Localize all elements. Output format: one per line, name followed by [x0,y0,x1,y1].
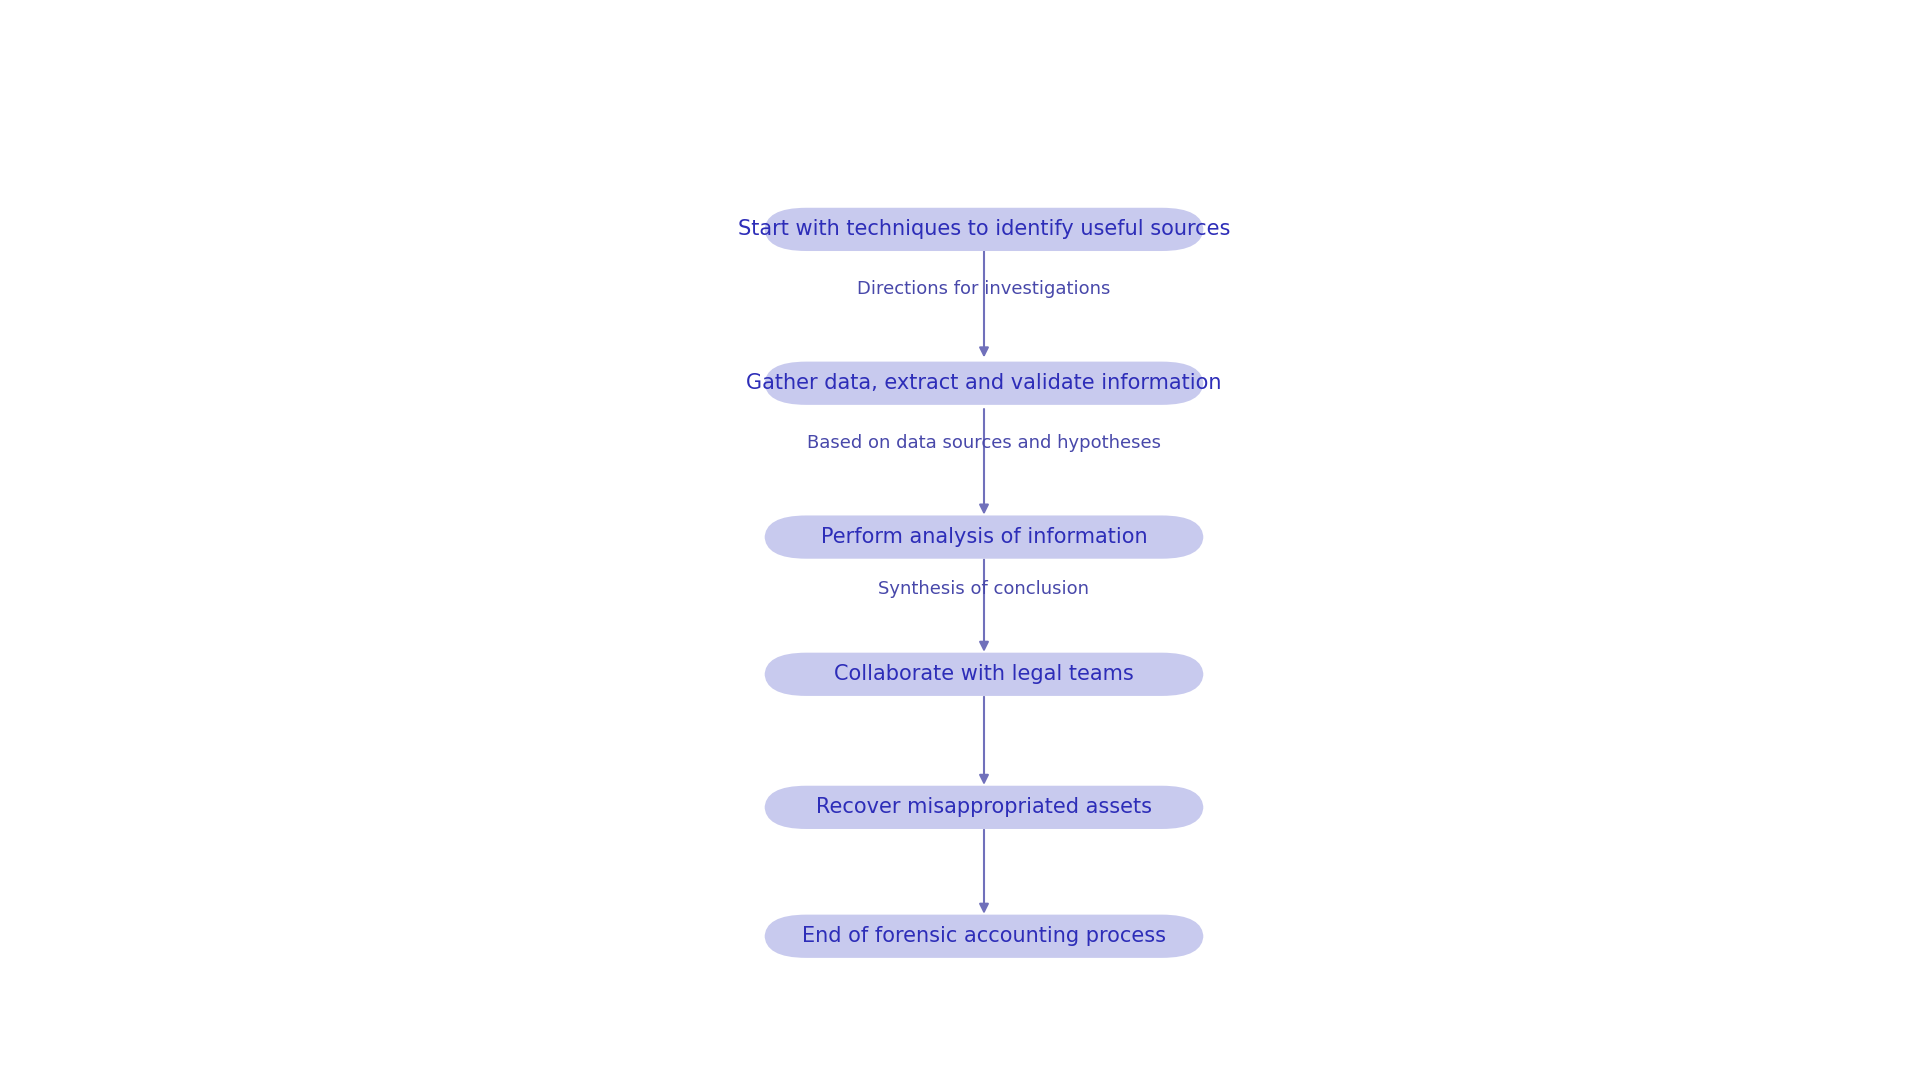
Text: Synthesis of conclusion: Synthesis of conclusion [879,580,1089,598]
Text: Collaborate with legal teams: Collaborate with legal teams [833,664,1135,685]
Text: Recover misappropriated assets: Recover misappropriated assets [816,797,1152,818]
FancyBboxPatch shape [764,515,1204,558]
Text: Perform analysis of information: Perform analysis of information [820,527,1148,548]
Text: Directions for investigations: Directions for investigations [858,281,1110,298]
FancyBboxPatch shape [764,786,1204,829]
FancyBboxPatch shape [764,207,1204,251]
Text: Gather data, extract and validate information: Gather data, extract and validate inform… [747,374,1221,393]
Text: End of forensic accounting process: End of forensic accounting process [803,927,1165,946]
Text: Start with techniques to identify useful sources: Start with techniques to identify useful… [737,219,1231,240]
FancyBboxPatch shape [764,362,1204,405]
Text: Based on data sources and hypotheses: Based on data sources and hypotheses [806,434,1162,453]
FancyBboxPatch shape [764,652,1204,696]
FancyBboxPatch shape [764,915,1204,958]
